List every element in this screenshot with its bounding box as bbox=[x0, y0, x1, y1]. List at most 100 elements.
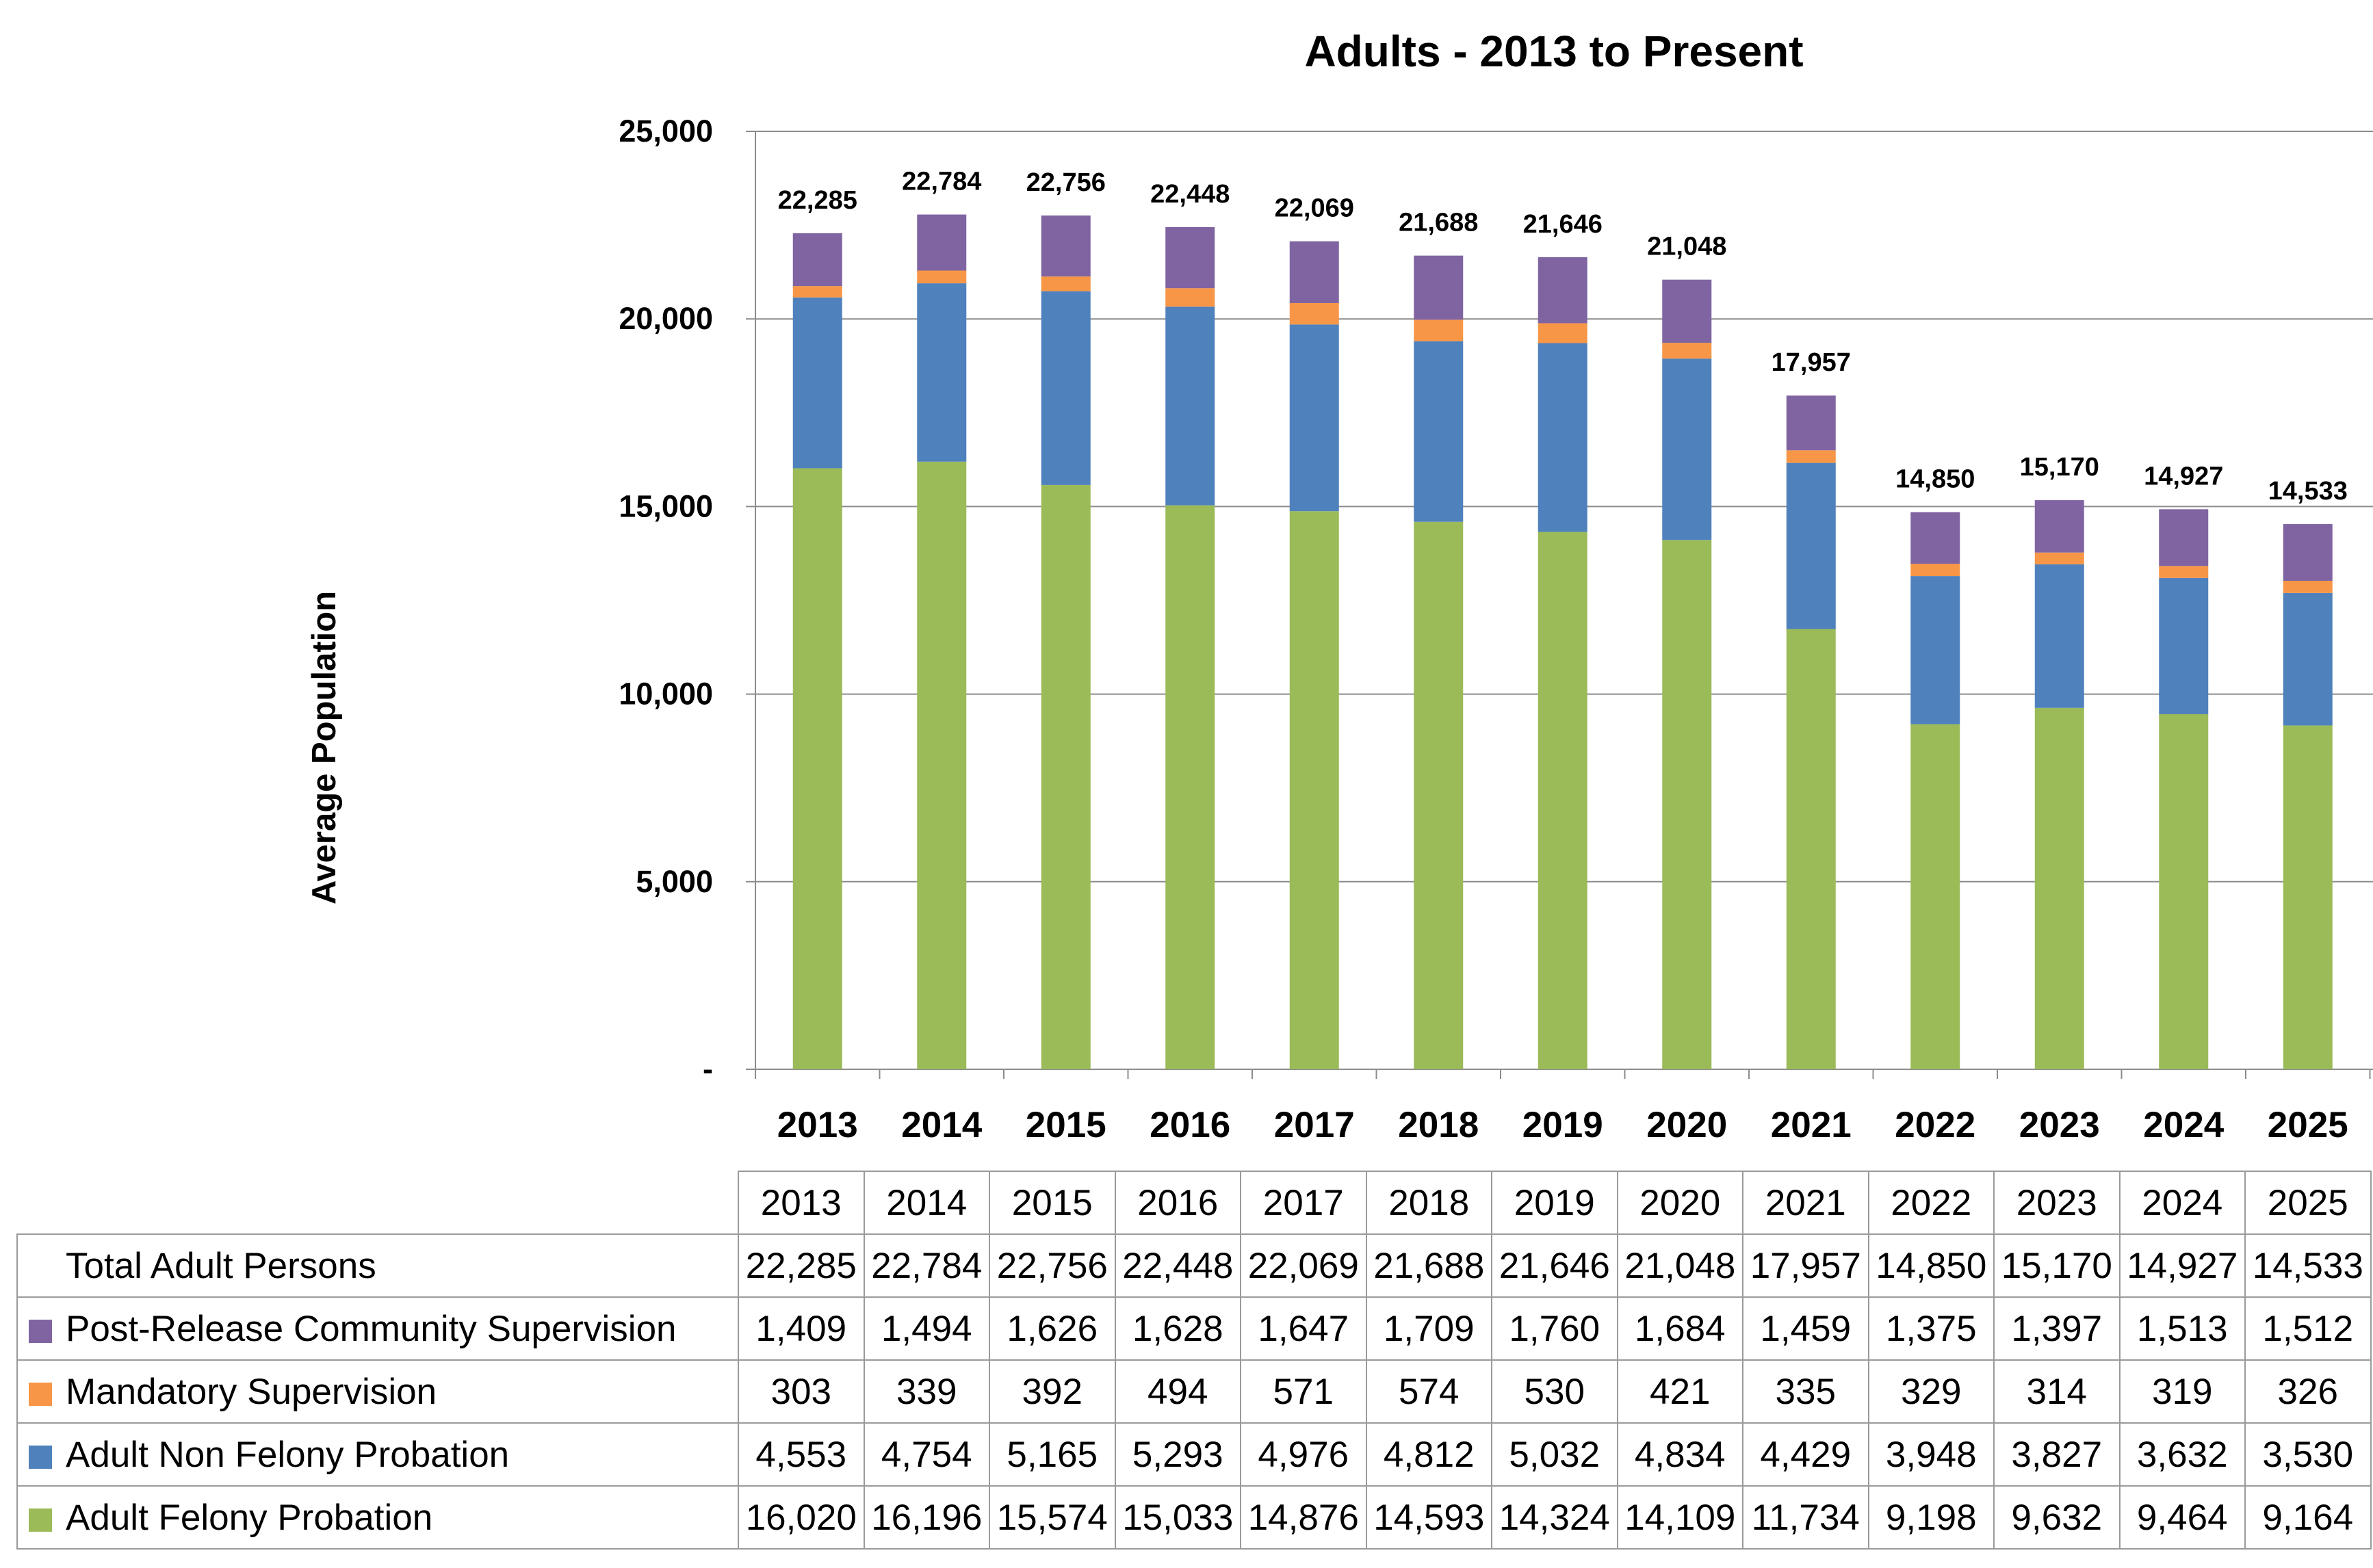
stacked-bar-chart: - 5,000 10,000 15,000 20,000 25,000 22,285 2013… bbox=[619, 114, 2373, 1145]
bar-segment-adult-felony-probation bbox=[2283, 725, 2333, 1069]
table-cell: 22,756 bbox=[989, 1233, 1116, 1298]
x-tick-label: 2018 bbox=[1398, 1105, 1479, 1145]
x-tick-label: 2025 bbox=[2268, 1105, 2348, 1145]
table-header-row: 2013 2014 2015 2016 2017 2018 2019 2020 2021 2022… bbox=[17, 1171, 2372, 1235]
table-cell: 1,512 bbox=[2244, 1296, 2372, 1361]
bar-segment-adult-felony-probation bbox=[1414, 521, 1464, 1069]
table-cell: 4,976 bbox=[1240, 1422, 1367, 1487]
table-cell: 392 bbox=[989, 1359, 1116, 1424]
legend-label: Mandatory Supervision bbox=[66, 1371, 437, 1412]
table-cell: 9,464 bbox=[2118, 1485, 2246, 1550]
total-data-label: 14,927 bbox=[2144, 462, 2223, 491]
table-row: Adult Felony Probation 16,020 16,196 15,574… bbox=[16, 1485, 2372, 1550]
table-cell: 1,397 bbox=[1993, 1296, 2121, 1361]
bar-segment-adult-felony-probation bbox=[2159, 714, 2209, 1069]
table-cell: 22,448 bbox=[1114, 1233, 1241, 1298]
table-cell: 5,032 bbox=[1491, 1422, 1618, 1487]
table-header-cell: 2015 bbox=[989, 1171, 1116, 1235]
table-cell: 4,429 bbox=[1742, 1422, 1869, 1487]
bar-segment-mandatory-supervision bbox=[1538, 323, 1587, 343]
table-cell: 339 bbox=[863, 1359, 990, 1424]
table-cell: 14,593 bbox=[1365, 1485, 1492, 1550]
bar-segment-post-release-community-supervision bbox=[1662, 279, 1712, 343]
legend-label: Adult Felony Probation bbox=[66, 1497, 433, 1538]
x-tick-label: 2017 bbox=[1274, 1105, 1355, 1145]
table-cell: 9,632 bbox=[1993, 1485, 2121, 1550]
table-cell: 21,048 bbox=[1616, 1233, 1743, 1298]
table-row-label: Mandatory Supervision bbox=[16, 1359, 739, 1424]
table-cell: 22,069 bbox=[1240, 1233, 1367, 1298]
bar-segment-adult-felony-probation bbox=[792, 468, 842, 1069]
bar-segment-adult-non-felony-probation bbox=[1165, 306, 1215, 506]
bar-segment-post-release-community-supervision bbox=[1165, 226, 1215, 289]
data-table: 2013 2014 2015 2016 2017 2018 2019 2020 2021 2022… bbox=[16, 1171, 2372, 1550]
total-data-label: 22,448 bbox=[1150, 180, 1230, 209]
bar-segment-post-release-community-supervision bbox=[2034, 500, 2084, 553]
table-cell: 14,876 bbox=[1240, 1485, 1367, 1550]
table-cell: 1,684 bbox=[1616, 1296, 1743, 1361]
bar-segment-post-release-community-supervision bbox=[1538, 257, 1587, 324]
bar-segment-post-release-community-supervision bbox=[1041, 215, 1091, 277]
x-tick-label: 2020 bbox=[1646, 1105, 1727, 1145]
bar-segment-post-release-community-supervision bbox=[2159, 509, 2209, 566]
bar-segment-mandatory-supervision bbox=[1910, 564, 1960, 577]
table-cell: 4,754 bbox=[863, 1422, 990, 1487]
y-tick-label: 5,000 bbox=[636, 864, 713, 899]
bar-segment-adult-non-felony-probation bbox=[1786, 462, 1836, 629]
bar-segment-mandatory-supervision bbox=[1786, 450, 1836, 463]
table-cell: 9,198 bbox=[1867, 1485, 1995, 1550]
bar-segment-adult-non-felony-probation bbox=[917, 283, 967, 462]
table-cell: 3,530 bbox=[2244, 1422, 2372, 1487]
x-tick-label: 2016 bbox=[1150, 1105, 1230, 1145]
bar-segment-adult-non-felony-probation bbox=[2034, 564, 2084, 708]
bar-segment-adult-non-felony-probation bbox=[2159, 577, 2209, 714]
bar-segment-mandatory-supervision bbox=[1414, 319, 1464, 341]
table-header-cell: 2017 bbox=[1240, 1171, 1367, 1235]
table-cell: 9,164 bbox=[2244, 1485, 2372, 1550]
bar-segment-mandatory-supervision bbox=[1041, 276, 1091, 291]
table-cell: 15,170 bbox=[1993, 1233, 2121, 1298]
table-cell: 4,812 bbox=[1365, 1422, 1492, 1487]
bar-segment-adult-non-felony-probation bbox=[1289, 324, 1339, 512]
table-cell: 494 bbox=[1114, 1359, 1241, 1424]
bar-segment-post-release-community-supervision bbox=[1289, 241, 1339, 304]
table-cell: 571 bbox=[1240, 1359, 1367, 1424]
x-tick-label: 2015 bbox=[1026, 1105, 1106, 1145]
table-cell: 326 bbox=[2244, 1359, 2372, 1424]
bar-segment-post-release-community-supervision bbox=[1786, 395, 1836, 451]
legend-swatch bbox=[29, 1445, 52, 1469]
table-cell: 14,927 bbox=[2118, 1233, 2246, 1298]
table-header-cell: 2019 bbox=[1491, 1171, 1618, 1235]
table-cell: 3,632 bbox=[2118, 1422, 2246, 1487]
total-data-label: 22,784 bbox=[902, 168, 981, 196]
x-tick-label: 2022 bbox=[1895, 1105, 1975, 1145]
bar-segment-adult-non-felony-probation bbox=[1041, 291, 1091, 485]
table-cell: 14,533 bbox=[2244, 1233, 2372, 1298]
table-cell: 4,553 bbox=[738, 1422, 865, 1487]
table-corner bbox=[17, 1171, 739, 1235]
total-data-label: 17,957 bbox=[1772, 348, 1851, 377]
table-row: Adult Non Felony Probation 4,553 4,754 5,16… bbox=[16, 1422, 2372, 1487]
table-header-cell: 2025 bbox=[2244, 1171, 2372, 1235]
bar-segment-post-release-community-supervision bbox=[792, 233, 842, 287]
total-data-label: 14,850 bbox=[1895, 465, 1975, 494]
table-cell: 15,033 bbox=[1114, 1485, 1241, 1550]
total-data-label: 15,170 bbox=[2020, 453, 2099, 482]
table-cell: 1,628 bbox=[1114, 1296, 1241, 1361]
table-cell: 314 bbox=[1993, 1359, 2121, 1424]
chart-title: Adults - 2013 to Present bbox=[1304, 27, 1804, 76]
legend-swatch bbox=[29, 1382, 52, 1406]
table-cell: 14,109 bbox=[1616, 1485, 1743, 1550]
bar-segment-mandatory-supervision bbox=[1289, 303, 1339, 325]
bar-segment-mandatory-supervision bbox=[1662, 343, 1712, 359]
table-cell: 1,626 bbox=[989, 1296, 1116, 1361]
table-header-cell: 2021 bbox=[1742, 1171, 1869, 1235]
total-data-label: 21,048 bbox=[1647, 233, 1726, 261]
legend-swatch bbox=[29, 1319, 52, 1343]
table-cell: 303 bbox=[738, 1359, 865, 1424]
table-cell: 22,285 bbox=[738, 1233, 865, 1298]
table-cell: 21,688 bbox=[1365, 1233, 1492, 1298]
x-tick-label: 2021 bbox=[1771, 1105, 1852, 1145]
table-cell: 14,850 bbox=[1867, 1233, 1995, 1298]
table-header-cell: 2018 bbox=[1365, 1171, 1492, 1235]
